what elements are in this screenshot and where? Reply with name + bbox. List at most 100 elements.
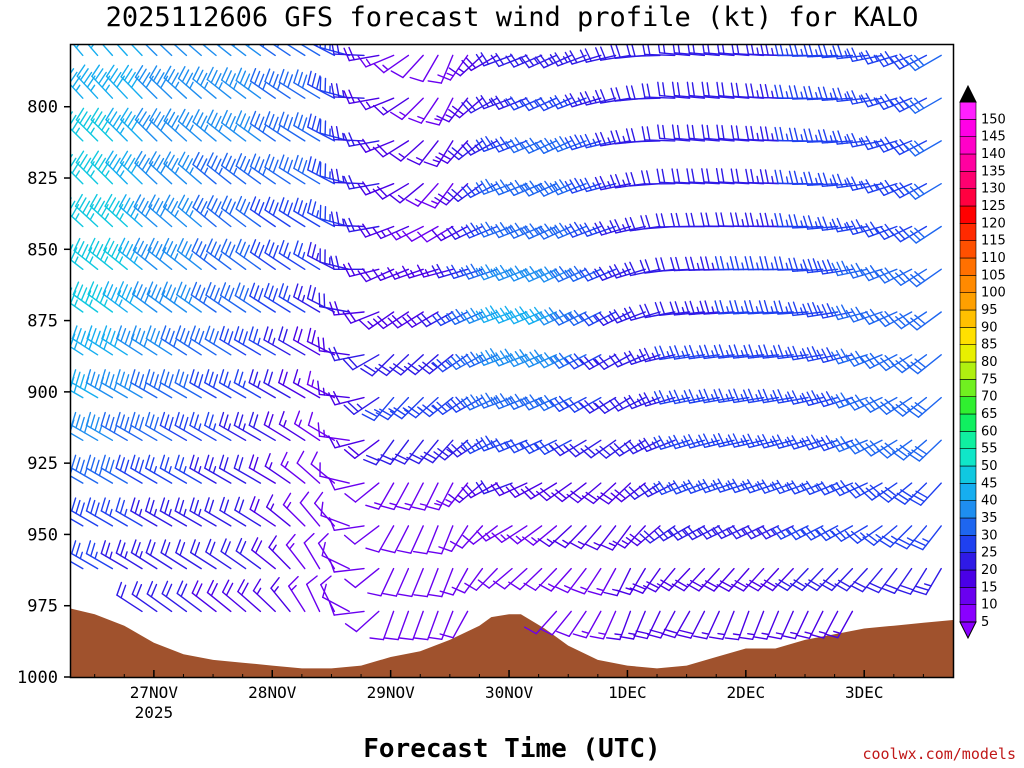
- wind-barb: [686, 81, 720, 99]
- wind-barb: [204, 369, 232, 399]
- wind-barb: [117, 237, 143, 270]
- wind-barb: [490, 305, 528, 324]
- wind-barb: [177, 65, 202, 99]
- wind-barb: [505, 96, 543, 111]
- credit-link[interactable]: coolwx.com/models: [862, 745, 1016, 763]
- wind-barb: [285, 533, 306, 570]
- wind-barb: [860, 265, 898, 282]
- x-axis-title: Forecast Time (UTC): [363, 734, 661, 764]
- wind-barb: [132, 237, 158, 270]
- wind-barb: [120, 107, 143, 142]
- colorbar-segment: [959, 101, 977, 120]
- wind-barb: [508, 567, 543, 591]
- wind-barb: [845, 262, 883, 279]
- wind-barb: [278, 326, 306, 356]
- wind-barb: [490, 222, 528, 239]
- wind-barb: [522, 525, 558, 546]
- wind-barb: [861, 482, 898, 501]
- wind-barb: [571, 567, 602, 595]
- wind-barb: [102, 281, 128, 313]
- x-tick-label: 28NOV: [248, 683, 297, 702]
- wind-barb: [375, 396, 410, 421]
- wind-barb: [520, 266, 558, 283]
- wind-barb: [174, 369, 202, 399]
- wind-barb: [176, 281, 202, 313]
- wind-barb: [461, 263, 498, 280]
- wind-barb: [505, 137, 543, 154]
- wind-barb: [344, 482, 380, 503]
- wind-barb: [145, 325, 173, 356]
- wind-barb: [148, 151, 173, 185]
- wind-barb: [787, 345, 824, 361]
- wind-barb: [697, 525, 735, 540]
- wind-barb: [535, 439, 572, 455]
- colorbar-label: 55: [981, 442, 998, 457]
- wind-barb: [524, 610, 558, 635]
- wind-barb: [264, 453, 291, 484]
- wind-barb: [100, 369, 128, 399]
- colorbar: 5 10 15 20 25 30 35 40 45 50 55 60 65 70 75 80 85 90 95 100…: [959, 84, 1006, 640]
- wind-barb: [905, 225, 942, 244]
- wind-barb: [391, 439, 424, 465]
- wind-barb: [402, 265, 439, 279]
- wind-barb: [701, 124, 735, 142]
- wind-barb: [654, 345, 691, 361]
- wind-barb: [846, 219, 883, 236]
- wind-barb: [865, 567, 898, 594]
- wind-barb: [433, 439, 469, 461]
- colorbar-label: 110: [981, 251, 1006, 266]
- wind-barb: [490, 348, 528, 367]
- wind-barb: [382, 567, 410, 597]
- wind-barb: [423, 140, 454, 168]
- wind-barb: [817, 216, 854, 231]
- wind-barb: [221, 579, 247, 613]
- wind-barb: [668, 480, 706, 495]
- wind-barb: [492, 567, 528, 590]
- wind-barb: [299, 491, 321, 527]
- wind-barb: [671, 567, 706, 592]
- wind-barb: [638, 392, 676, 407]
- wind-barb: [831, 348, 868, 365]
- colorbar-segment: [959, 240, 977, 259]
- wind-barb: [263, 369, 291, 399]
- wind-barb: [668, 434, 706, 450]
- wind-barb: [890, 53, 928, 70]
- colorbar-label: 10: [981, 598, 998, 613]
- wind-barb: [538, 567, 572, 592]
- wind-barb: [329, 601, 365, 616]
- wind-barb: [249, 196, 276, 228]
- wind-barb: [319, 248, 350, 270]
- wind-barb: [176, 237, 202, 270]
- wind-barb-layer: [71, 44, 942, 641]
- wind-barb: [579, 133, 617, 149]
- wind-barb: [862, 525, 898, 546]
- wind-barb: [425, 97, 454, 126]
- wind-barb: [330, 82, 365, 99]
- wind-barb: [906, 354, 942, 375]
- colorbar-label: 40: [981, 494, 998, 509]
- wind-barb: [266, 494, 291, 527]
- wind-barb: [535, 395, 572, 412]
- colorbar-segment: [959, 205, 977, 224]
- colorbar-label: 115: [981, 234, 1006, 249]
- wind-barb: [320, 501, 350, 527]
- wind-barb: [905, 182, 942, 200]
- wind-barb: [581, 482, 617, 505]
- wind-barb: [579, 222, 617, 237]
- wind-barb: [190, 281, 217, 313]
- wind-barb: [292, 326, 321, 356]
- colorbar-label: 65: [981, 407, 998, 422]
- wind-barb: [535, 97, 572, 112]
- wind-barb: [505, 349, 543, 368]
- wind-barb: [713, 388, 750, 403]
- wind-barb: [462, 525, 498, 545]
- wind-barb: [623, 394, 661, 410]
- wind-barb: [876, 439, 913, 459]
- wind-barb: [402, 225, 439, 242]
- colorbar-segment: [959, 396, 977, 415]
- wind-barb: [133, 194, 158, 228]
- wind-barb: [535, 137, 572, 155]
- wind-barb: [314, 491, 336, 527]
- wind-barb: [824, 610, 854, 639]
